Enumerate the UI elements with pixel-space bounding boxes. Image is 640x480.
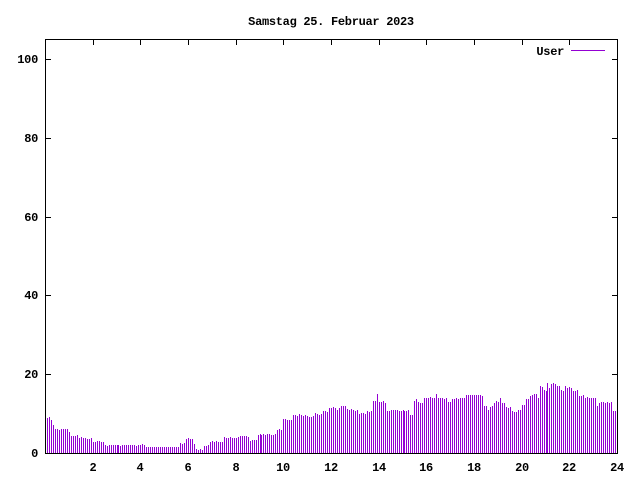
svg-text:8: 8 bbox=[233, 461, 240, 475]
svg-text:60: 60 bbox=[24, 211, 38, 225]
svg-text:User: User bbox=[536, 45, 564, 59]
svg-text:20: 20 bbox=[24, 368, 38, 382]
svg-text:22: 22 bbox=[562, 461, 576, 475]
svg-text:40: 40 bbox=[24, 289, 38, 303]
svg-text:20: 20 bbox=[515, 461, 529, 475]
svg-text:6: 6 bbox=[185, 461, 192, 475]
svg-text:2: 2 bbox=[90, 461, 97, 475]
svg-text:100: 100 bbox=[17, 53, 38, 67]
svg-text:Samstag 25. Februar 2023: Samstag 25. Februar 2023 bbox=[248, 15, 414, 29]
svg-text:0: 0 bbox=[31, 447, 38, 461]
svg-text:16: 16 bbox=[419, 461, 433, 475]
svg-text:18: 18 bbox=[467, 461, 481, 475]
svg-text:4: 4 bbox=[137, 461, 144, 475]
svg-text:14: 14 bbox=[372, 461, 386, 475]
svg-text:10: 10 bbox=[276, 461, 290, 475]
svg-text:12: 12 bbox=[324, 461, 338, 475]
svg-text:80: 80 bbox=[24, 132, 38, 146]
svg-text:24: 24 bbox=[610, 461, 624, 475]
